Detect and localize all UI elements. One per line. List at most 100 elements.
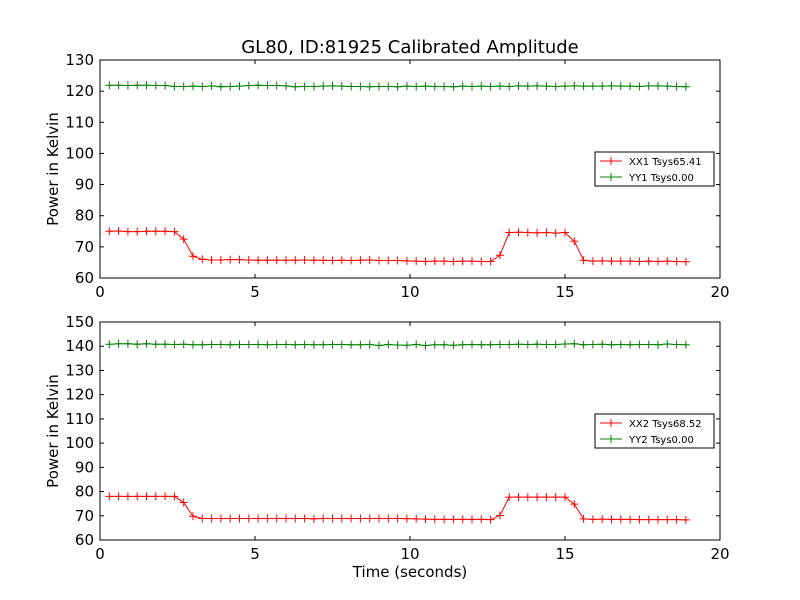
y-tick-label: 120 — [65, 386, 94, 404]
y-tick-label: 100 — [65, 434, 94, 452]
data-point — [458, 340, 467, 349]
data-point — [607, 340, 616, 349]
data-point — [495, 340, 504, 349]
data-point — [263, 340, 272, 349]
data-point — [189, 252, 197, 261]
x-tick-label: 10 — [400, 545, 419, 563]
data-point — [672, 257, 681, 266]
data-point — [235, 514, 244, 523]
data-point — [514, 228, 523, 237]
data-point — [309, 256, 318, 265]
data-point — [216, 82, 225, 91]
data-point — [542, 228, 551, 237]
y-tick-label: 140 — [65, 337, 94, 355]
data-point — [654, 340, 662, 349]
data-point — [226, 255, 235, 264]
data-point — [300, 255, 309, 264]
data-point — [440, 515, 449, 524]
data-point — [468, 515, 476, 524]
data-point — [607, 257, 616, 266]
y-tick-label: 110 — [65, 113, 94, 131]
data-point — [551, 82, 560, 91]
data-point — [123, 339, 132, 348]
y-tick-label: 130 — [65, 51, 94, 69]
data-point — [570, 339, 579, 348]
data-point — [328, 340, 337, 349]
data-point — [263, 256, 272, 265]
data-point — [254, 514, 263, 523]
data-point — [365, 255, 374, 264]
data-point — [607, 81, 616, 90]
data-point — [579, 340, 588, 349]
legend-marker — [607, 173, 615, 181]
data-point — [226, 82, 235, 91]
data-point — [347, 340, 356, 349]
y-tick-label: 150 — [65, 313, 94, 331]
data-point — [226, 340, 235, 349]
data-point — [598, 82, 607, 91]
data-point — [523, 228, 532, 237]
data-point — [133, 492, 142, 501]
bottom-panel: 0 5 10 15 20 60 70 80 90 100 110 120 130 140 150 Power … — [44, 313, 730, 563]
data-point — [384, 340, 393, 349]
data-point — [198, 340, 207, 349]
data-point — [254, 256, 263, 265]
data-point — [244, 514, 253, 523]
data-point — [514, 340, 523, 349]
data-point — [505, 340, 514, 349]
data-point — [272, 514, 281, 523]
data-point — [291, 340, 300, 349]
data-point — [495, 82, 504, 91]
data-point — [468, 340, 476, 349]
data-point — [207, 340, 216, 349]
data-point — [384, 514, 393, 523]
data-point — [579, 514, 588, 523]
data-point — [365, 340, 374, 349]
data-point — [244, 340, 253, 349]
data-point — [263, 81, 272, 90]
y-tick-label: 60 — [75, 269, 94, 287]
data-point — [393, 341, 402, 350]
data-point — [430, 515, 439, 524]
data-point — [616, 82, 625, 91]
legend-label: XX1 Tsys65.41 — [629, 157, 702, 168]
data-point — [151, 492, 160, 501]
data-point — [356, 514, 365, 523]
data-point — [244, 81, 253, 90]
data-point — [235, 340, 244, 349]
data-point — [626, 82, 635, 91]
data-point — [458, 82, 467, 91]
data-point — [300, 514, 309, 523]
data-point — [226, 514, 235, 523]
data-point — [644, 81, 653, 90]
data-point — [179, 235, 188, 244]
data-point — [663, 515, 672, 524]
data-point — [607, 515, 616, 524]
data-point — [644, 340, 653, 349]
x-tick-label: 20 — [710, 545, 729, 563]
data-point — [561, 340, 569, 349]
data-point — [430, 340, 439, 349]
data-point — [681, 340, 690, 349]
data-point — [105, 227, 114, 236]
data-point — [272, 256, 281, 265]
x-tick-label: 10 — [400, 283, 419, 301]
x-axis-label: Time (seconds) — [352, 563, 468, 581]
data-point — [570, 237, 579, 246]
data-point — [105, 81, 114, 90]
y-tick-label: 70 — [75, 507, 94, 525]
data-point — [495, 251, 504, 260]
data-point — [486, 515, 495, 524]
legend-label: XX2 Tsys68.52 — [629, 419, 702, 430]
data-point — [626, 515, 635, 524]
data-point — [505, 82, 514, 91]
data-point — [291, 256, 300, 265]
data-point — [440, 257, 449, 266]
legend-marker — [607, 157, 615, 165]
data-point — [133, 81, 142, 90]
data-point — [421, 515, 430, 524]
data-point — [198, 82, 207, 91]
legend-marker — [607, 435, 615, 443]
data-point — [412, 257, 421, 266]
